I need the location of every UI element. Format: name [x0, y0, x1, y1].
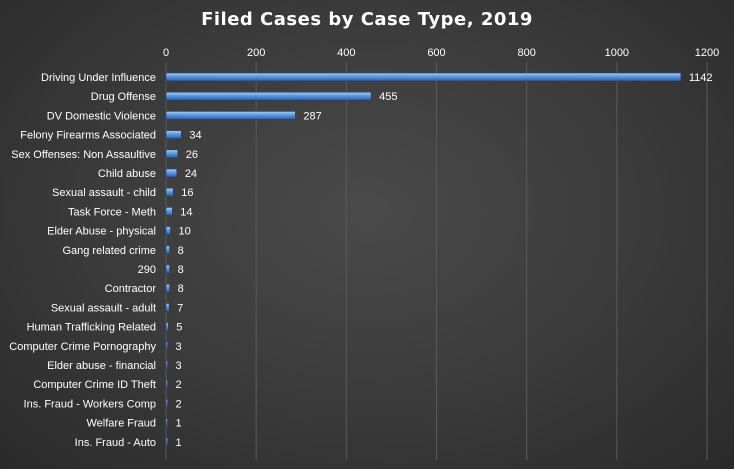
category-label: Child abuse [98, 168, 156, 180]
data-label: 34 [189, 130, 201, 142]
data-label: 2 [176, 398, 182, 410]
data-label: 8 [178, 264, 184, 276]
category-label: Computer Crime ID Theft [33, 379, 156, 391]
x-tick-label: 400 [337, 47, 355, 59]
data-label: 2 [176, 379, 182, 391]
x-tick-label: 1200 [695, 47, 719, 59]
bar [165, 341, 168, 351]
category-label: Human Trafficking Related [27, 322, 156, 334]
data-label: 455 [379, 91, 397, 103]
category-label: Task Force - Meth [68, 206, 156, 218]
bar [165, 283, 170, 293]
category-label: Gang related crime [62, 245, 156, 257]
category-label: Ins. Fraud - Auto [75, 437, 156, 449]
category-label: Welfare Fraud [87, 418, 157, 430]
data-label: 1 [176, 418, 182, 430]
bar [165, 264, 170, 274]
data-label: 3 [176, 341, 182, 353]
bar [165, 207, 173, 216]
category-label: DV Domestic Violence [47, 110, 156, 122]
bar [165, 360, 168, 370]
data-label: 24 [185, 168, 197, 180]
bar [165, 226, 171, 235]
data-label: 14 [180, 206, 192, 218]
data-label: 16 [181, 187, 193, 199]
bar [165, 72, 682, 82]
data-label: 7 [177, 302, 183, 314]
category-label: 290 [138, 264, 156, 276]
bar [165, 187, 174, 197]
x-tick-label: 200 [247, 47, 265, 59]
bar [165, 322, 169, 331]
bar [165, 437, 168, 447]
bar [165, 130, 182, 139]
data-label: 10 [179, 226, 191, 238]
category-label: Felony Firearms Associated [20, 130, 156, 142]
data-label: 287 [303, 110, 321, 122]
category-label: Driving Under Influence [41, 72, 156, 84]
bar [165, 111, 296, 120]
x-tick-label: 600 [427, 47, 445, 59]
category-label: Computer Crime Pornography [9, 341, 156, 353]
data-label: 8 [178, 245, 184, 257]
chart-title: Filed Cases by Case Type, 2019 [201, 9, 533, 30]
data-label: 8 [178, 283, 184, 295]
bar [165, 149, 179, 159]
bar [165, 91, 372, 101]
data-label: 5 [176, 322, 182, 334]
x-tick-label: 1000 [605, 47, 629, 59]
bar [165, 245, 170, 255]
x-tick-label: 800 [517, 47, 535, 59]
category-label: Ins. Fraud - Workers Comp [24, 398, 156, 410]
data-label: 3 [176, 360, 182, 372]
x-tick-label: 0 [163, 47, 169, 59]
category-label: Elder Abuse - physical [47, 226, 156, 238]
data-label: 26 [186, 149, 198, 161]
bar [165, 399, 168, 408]
category-label: Elder abuse - financial [47, 360, 156, 372]
bar [165, 418, 168, 427]
bar [165, 168, 178, 178]
category-label: Contractor [105, 283, 157, 295]
data-label: 1 [176, 437, 182, 449]
category-label: Drug Offense [91, 91, 156, 103]
category-label: Sexual assault - adult [51, 302, 156, 314]
bar [165, 379, 168, 389]
data-label: 1142 [689, 72, 713, 84]
bar [165, 303, 170, 312]
category-label: Sexual assault - child [52, 187, 156, 199]
category-label: Sex Offenses: Non Assaultive [11, 149, 156, 161]
